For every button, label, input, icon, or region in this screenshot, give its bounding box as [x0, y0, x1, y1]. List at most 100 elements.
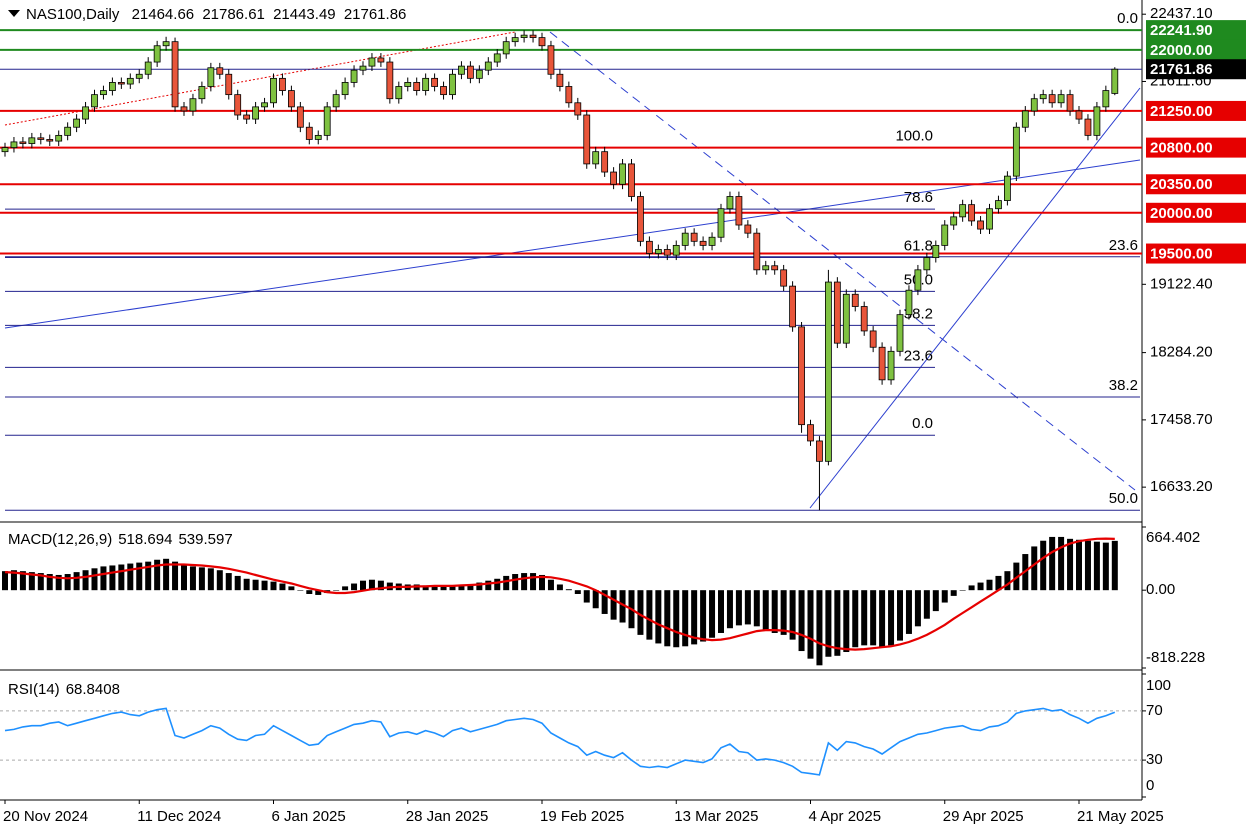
histogram-bar — [64, 574, 71, 591]
histogram-bar — [986, 579, 993, 591]
trendline — [809, 87, 1141, 509]
level-label: 20800.00 — [1150, 140, 1213, 157]
histogram-bar — [154, 559, 161, 591]
histogram-bar — [1111, 540, 1118, 591]
histogram-bar — [82, 570, 89, 591]
histogram-bar — [270, 581, 277, 591]
histogram-bar — [1093, 541, 1100, 591]
candle-body — [126, 77, 134, 85]
fib-label: 23.6 — [904, 347, 933, 364]
candle-body — [386, 61, 394, 100]
candle-body — [717, 208, 725, 238]
rsi-line — [4, 707, 1116, 776]
candle-body — [28, 137, 36, 144]
header-open: 21464.66 — [132, 6, 195, 23]
histogram-bar — [28, 572, 35, 591]
candle-body — [681, 232, 689, 246]
trendline — [4, 31, 516, 126]
histogram-bar — [136, 562, 143, 591]
candle-body — [144, 61, 152, 75]
candle-body — [10, 141, 18, 149]
indicator-title: MACD(12,26,9) — [8, 531, 112, 548]
histogram-bar — [762, 590, 769, 631]
candle-body — [565, 86, 573, 104]
histogram-bar — [879, 590, 886, 648]
level-box — [1146, 20, 1246, 41]
candle-body — [252, 106, 260, 120]
candle-body — [592, 151, 600, 165]
histogram-bar — [252, 579, 259, 591]
level-box — [1146, 39, 1246, 60]
candle-body — [842, 293, 850, 344]
menu-arrow[interactable] — [8, 10, 20, 17]
histogram-bar — [1040, 540, 1047, 591]
candle-body — [896, 314, 904, 352]
histogram-bar — [181, 564, 187, 591]
candle-body — [932, 244, 940, 259]
histogram-bar — [216, 570, 223, 591]
histogram-bar — [37, 573, 44, 591]
indicator-value: 68.8408 — [66, 681, 120, 698]
histogram-bar — [485, 580, 492, 591]
histogram-bar — [225, 573, 232, 591]
histogram-bar — [1013, 562, 1020, 591]
indicator-value: 518.694 — [118, 531, 172, 548]
fib-label: 38.2 — [1109, 377, 1138, 394]
y-tick-label: 19122.40 — [1150, 275, 1213, 292]
histogram-bar — [1004, 571, 1011, 591]
histogram-bar — [941, 590, 948, 603]
histogram-bar — [691, 590, 698, 645]
candle-body — [905, 289, 913, 316]
candle-body — [950, 216, 958, 226]
candle-body — [162, 41, 170, 47]
fib-label: 61.8 — [904, 237, 933, 254]
candle-body — [753, 232, 761, 271]
candle-body — [977, 220, 984, 230]
candle-body — [672, 244, 680, 256]
y-tick-label: 30 — [1146, 751, 1163, 768]
histogram-bar — [870, 590, 877, 646]
candle-body — [413, 82, 421, 91]
histogram-bar — [458, 585, 465, 591]
fib-label: 100.0 — [895, 128, 933, 145]
histogram-bar — [565, 589, 572, 591]
histogram-bar — [163, 558, 170, 591]
candle-body — [1066, 94, 1074, 112]
histogram-bar — [574, 590, 581, 594]
histogram-bar — [619, 590, 626, 623]
histogram-bar — [297, 590, 304, 591]
indicator-header: RSI(14) 68.8408 — [8, 681, 120, 698]
candle-body — [1057, 94, 1065, 104]
candle-body — [941, 224, 949, 246]
histogram-bar — [351, 583, 358, 591]
x-tick-label: 29 Apr 2025 — [943, 808, 1024, 825]
candle-body — [726, 196, 734, 210]
candle-body — [19, 141, 27, 144]
candle-body — [449, 73, 456, 96]
y-tick-label: -818.228 — [1146, 649, 1205, 666]
candle-body — [1075, 110, 1083, 120]
x-tick-label: 13 Mar 2025 — [674, 808, 758, 825]
histogram-bar — [1058, 536, 1065, 591]
candle-body — [959, 204, 967, 218]
candle-body — [270, 77, 277, 104]
candle-body — [547, 45, 555, 75]
candle-body — [1, 147, 9, 153]
indicator-value: 539.597 — [178, 531, 232, 548]
histogram-bar — [807, 590, 814, 659]
level-label: 22241.90 — [1150, 22, 1213, 39]
price-box — [1146, 59, 1246, 80]
candle-body — [341, 82, 349, 96]
histogram-bar — [950, 590, 957, 596]
candle-body — [887, 350, 895, 381]
histogram-bar — [422, 585, 429, 591]
candle-body — [520, 34, 528, 38]
candle-body — [860, 306, 868, 332]
histogram-bar — [431, 585, 438, 591]
candle-body — [305, 126, 313, 140]
candle-body — [55, 134, 63, 142]
candle-body — [234, 94, 242, 116]
x-tick-label: 19 Feb 2025 — [540, 808, 624, 825]
candle-body — [1039, 94, 1047, 100]
